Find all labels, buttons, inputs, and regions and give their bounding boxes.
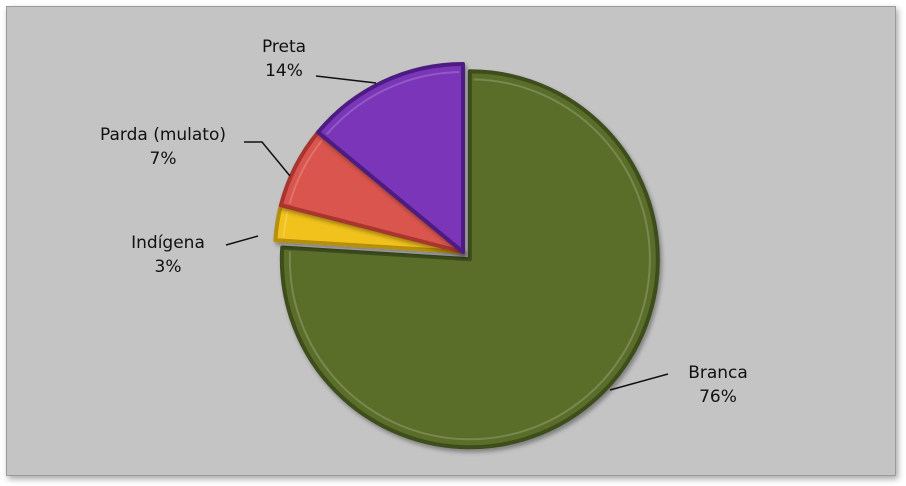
pie-slice-bevel <box>325 71 460 136</box>
slice-category-label: Branca <box>688 363 748 383</box>
slice-value-label: 76% <box>699 387 737 407</box>
leader-line <box>609 373 669 391</box>
pie-slice-branca <box>279 69 660 450</box>
leader-line <box>315 75 377 84</box>
slice-category-label: Preta <box>262 37 306 57</box>
slice-value-label: 7% <box>150 149 177 169</box>
pie-slice-bevel <box>282 210 289 238</box>
slice-category-label: Parda (mulato) <box>100 125 226 145</box>
leader-line <box>244 141 291 177</box>
pie-slice-preta <box>316 62 465 254</box>
pie-slice-bevel <box>288 139 323 204</box>
slice-category-label: Indígena <box>131 233 205 253</box>
pie-slice-bevel <box>288 78 651 441</box>
slice-value-label: 14% <box>265 61 303 81</box>
leader-line <box>225 235 259 246</box>
slice-value-label: 3% <box>155 257 182 277</box>
